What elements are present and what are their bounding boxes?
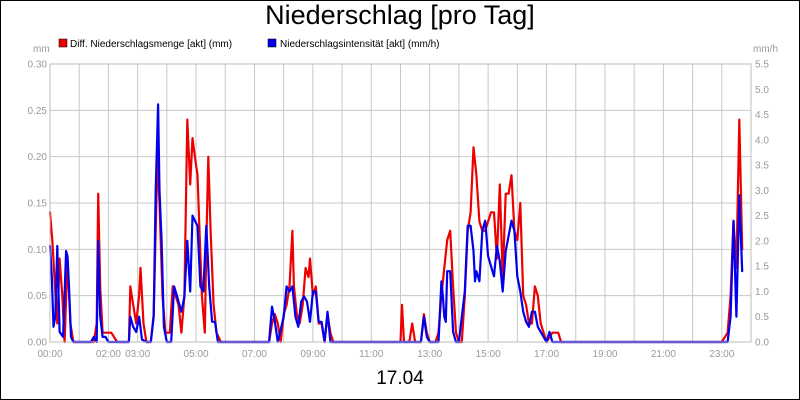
x-tick-label: 17:00: [534, 349, 559, 360]
x-tick-label: 09:00: [300, 349, 325, 360]
legend-swatch-red: [58, 38, 68, 48]
y-left-tick-label: 0.15: [28, 199, 48, 210]
x-tick-label: 02:00: [96, 349, 121, 360]
series-line-niederschlagsintensitaet: [48, 103, 744, 344]
legend-label-red: Diff. Niederschlagsmenge [akt] (mm): [70, 39, 232, 50]
x-tick-label: 00:00: [37, 349, 62, 360]
legend: Diff. Niederschlagsmenge [akt] (mm) Nied…: [58, 38, 440, 50]
series-layer: [48, 103, 744, 344]
x-tick-label: 07:00: [242, 349, 267, 360]
right-axis-unit: mm/h: [753, 44, 778, 55]
y-left-tick-label: 0.00: [28, 338, 48, 349]
y-right-tick-label: 2.5: [755, 211, 769, 222]
x-tick-label: 13:00: [417, 349, 442, 360]
y-right-tick-label: 4.0: [755, 135, 769, 146]
tick-labels: 0.00 0.05 0.10 0.15 0.20 0.25 0.30 0.0 0.5 1.0 1.5…: [28, 60, 770, 361]
x-tick-label: 11:00: [359, 349, 384, 360]
y-left-tick-label: 0.30: [28, 60, 48, 71]
plot-border: [49, 63, 752, 343]
y-right-tick-label: 3.0: [755, 186, 769, 197]
legend-label-blue: Niederschlagsintensität [akt] (mm/h): [280, 39, 440, 50]
x-tick-label: 05:00: [184, 349, 209, 360]
chart-title: Niederschlag [pro Tag]: [265, 0, 535, 30]
series-line-niederschlagsmenge: [48, 118, 744, 344]
left-axis-unit: mm: [33, 44, 50, 55]
grid: [50, 64, 751, 342]
x-tick-label: 21:00: [651, 349, 676, 360]
y-right-tick-label: 3.5: [755, 161, 769, 172]
y-left-tick-label: 0.05: [28, 291, 48, 302]
y-right-tick-label: 5.5: [755, 60, 769, 71]
x-tick-label: 19:00: [592, 349, 617, 360]
y-left-tick-label: 0.25: [28, 106, 48, 117]
y-left-tick-label: 0.10: [28, 245, 48, 256]
y-right-tick-label: 4.5: [755, 110, 769, 121]
y-right-tick-label: 1.5: [755, 262, 769, 273]
y-right-tick-label: 0.0: [755, 338, 769, 349]
legend-swatch-blue: [267, 38, 277, 48]
y-right-tick-label: 2.0: [755, 236, 769, 247]
x-tick-label: 03:00: [125, 349, 150, 360]
y-right-tick-label: 5.0: [755, 85, 769, 96]
x-tick-label: 23:00: [709, 349, 734, 360]
y-left-tick-label: 0.20: [28, 152, 48, 163]
x-tick-label: 15:00: [476, 349, 501, 360]
y-right-tick-label: 1.0: [755, 287, 769, 298]
y-right-tick-label: 0.5: [755, 312, 769, 323]
x-axis-label: 17.04: [376, 368, 424, 389]
